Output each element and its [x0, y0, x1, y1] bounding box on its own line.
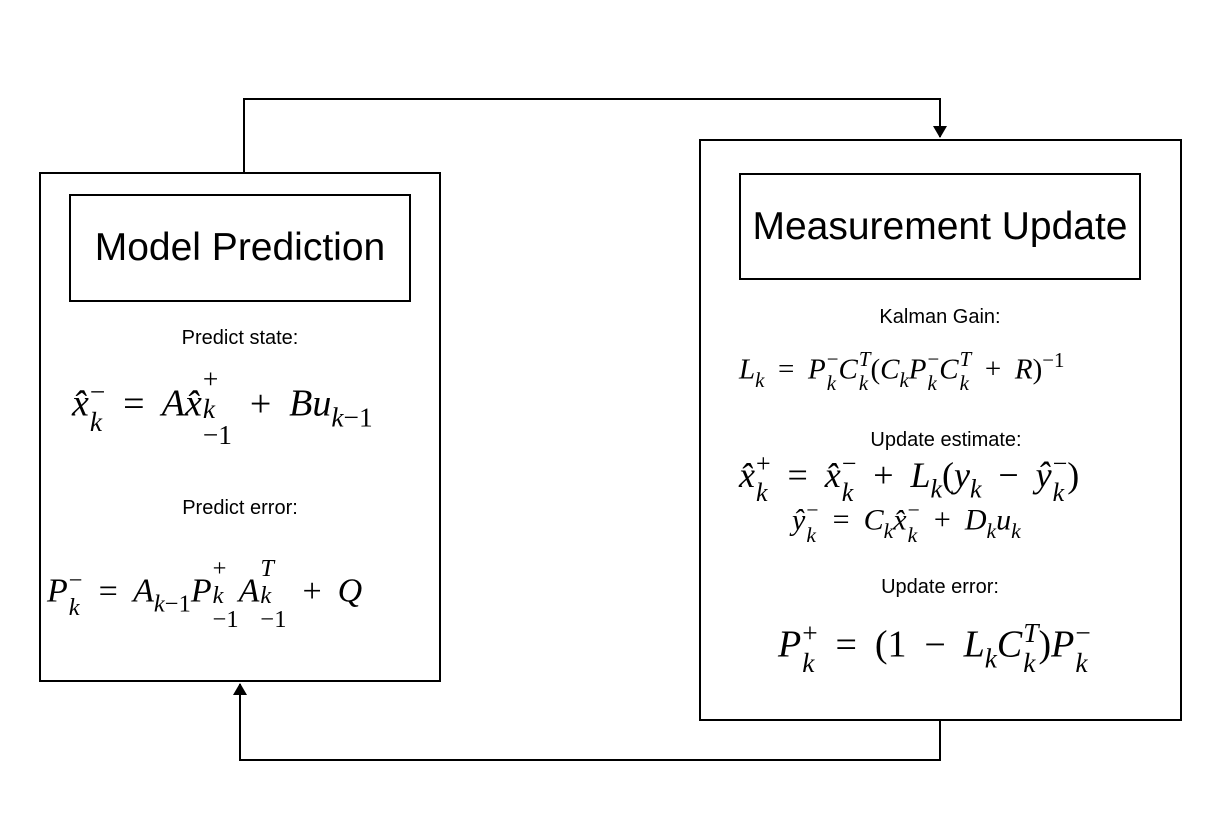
measurement-update-title: Measurement Update — [739, 173, 1141, 280]
update-estimate-equation: x̂ + k = x̂ − k + Lk(yk − ŷ − k) — [739, 449, 1080, 507]
kalman-gain-label: Kalman Gain: — [879, 306, 1001, 328]
predict-state-equation: x̂ − k = Ax̂ + k −1 + Buk−1 — [72, 364, 373, 450]
arrow-prediction-to-update — [243, 98, 947, 172]
model-prediction-panel — [39, 172, 441, 682]
predict-state-label: Predict state: — [181, 327, 299, 349]
measurement-update-panel — [699, 139, 1182, 721]
arrow-update-to-prediction — [233, 683, 941, 761]
update-estimate-label: Update estimate: — [870, 429, 1022, 451]
model-prediction-title: Model Prediction — [69, 194, 411, 302]
output-estimate-equation: ŷ − k = Ckx̂ − k + Dkuk — [792, 498, 1021, 547]
update-error-label: Update error: — [881, 576, 999, 598]
predict-error-label: Predict error: — [182, 497, 298, 519]
